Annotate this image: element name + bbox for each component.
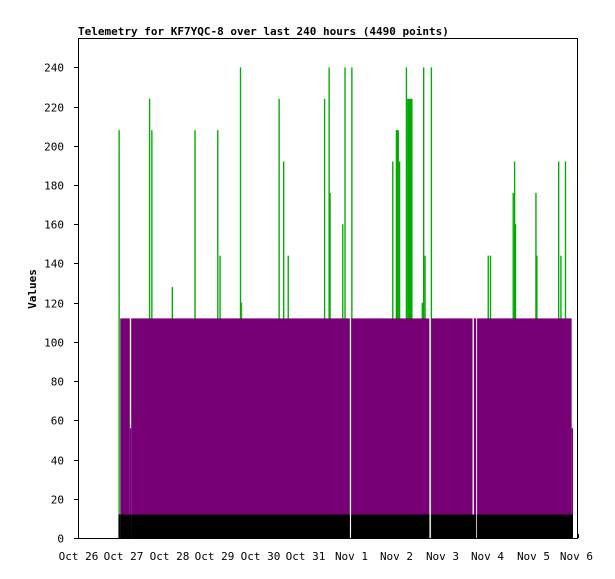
x-tick-label-3: Oct 29 — [195, 550, 235, 563]
y-tick-label-140: 140 — [44, 258, 64, 271]
y-tick-label-120: 120 — [44, 298, 64, 311]
y-tick-label-20: 20 — [51, 494, 64, 507]
y-axis-label: Values — [26, 269, 39, 309]
bar-purple-1 — [129, 428, 132, 538]
bar-purple-4 — [431, 318, 473, 538]
bar-black-2 — [131, 514, 350, 538]
bar-purple-7 — [571, 428, 573, 538]
x-tick-label-6: Nov 1 — [335, 550, 368, 563]
bar-green-13 — [328, 67, 330, 538]
bar-black-0 — [118, 514, 121, 538]
x-tick-label-8: Nov 3 — [426, 550, 459, 563]
y-tick-label-0: 0 — [57, 533, 64, 546]
x-tick-label-0: Oct 26 — [59, 550, 99, 563]
y-tick-label-240: 240 — [44, 62, 64, 75]
y-tick-label-100: 100 — [44, 337, 64, 350]
bar-black-4 — [431, 514, 477, 538]
bar-green-26 — [430, 67, 433, 538]
bar-green-24 — [423, 67, 425, 538]
y-tick-label-180: 180 — [44, 180, 64, 193]
bar-purple-5 — [473, 318, 477, 538]
plot-frame — [78, 38, 578, 539]
bar-green-17 — [351, 67, 353, 538]
bar-purple-3 — [351, 318, 430, 538]
x-tick-label-2: Oct 28 — [150, 550, 190, 563]
bar-black-5 — [477, 514, 573, 538]
x-tick-label-5: Oct 31 — [286, 550, 326, 563]
bar-purple-0 — [120, 318, 130, 538]
bar-purple-6 — [477, 318, 572, 538]
y-axis: 0 20 40 60 80 100 120 140 160 180 200 220 240 — [44, 62, 78, 546]
y-tick-label-80: 80 — [51, 376, 64, 389]
x-tick-label-9: Nov 4 — [471, 550, 504, 563]
y-tick-label-220: 220 — [44, 102, 64, 115]
bar-black-3 — [351, 514, 430, 538]
x-tick-label-11: Nov 6 — [560, 550, 593, 563]
bar-green-0 — [118, 130, 120, 538]
chart-title: Telemetry for KF7YQC-8 over last 240 hou… — [78, 25, 449, 38]
bar-green-21 — [405, 67, 408, 538]
y-tick-label-160: 160 — [44, 219, 64, 232]
x-tick-label-4: Oct 30 — [241, 550, 281, 563]
y-tick-label-60: 60 — [51, 415, 64, 428]
y-tick-label-200: 200 — [44, 141, 64, 154]
x-tick-label-7: Nov 2 — [380, 550, 413, 563]
bar-green-16 — [344, 67, 346, 538]
bar-green-7 — [239, 67, 242, 538]
bar-black-1 — [120, 514, 132, 538]
bar-purple-2 — [131, 318, 350, 538]
x-axis: Oct 26 Oct 27 Oct 28 Oct 29 Oct 30 Oct 31 Nov … — [59, 534, 593, 563]
x-tick-label-1: Oct 27 — [104, 550, 144, 563]
x-tick-label-10: Nov 5 — [517, 550, 550, 563]
bars-layer — [118, 67, 573, 538]
y-tick-label-40: 40 — [51, 455, 64, 468]
